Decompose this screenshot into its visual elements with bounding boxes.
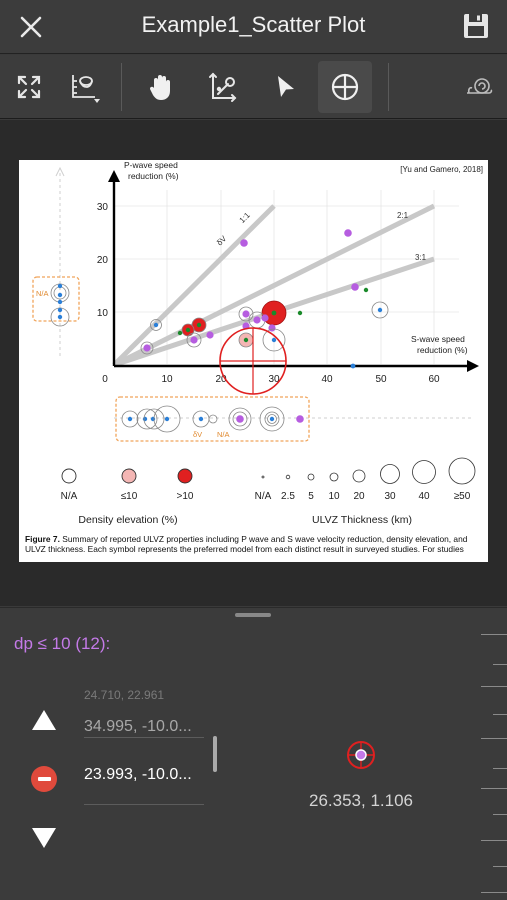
point-list-item[interactable]: 24.710, 22.961 [84, 688, 165, 702]
next-point-button[interactable] [30, 826, 58, 850]
ratio-label-3-1: 3:1 [415, 253, 427, 262]
save-button[interactable] [461, 11, 491, 41]
thickness-legend-label: 20 [353, 491, 365, 502]
thickness-legend: N/A 2.5 5 10 20 30 40 ≥50 ULVZ Thickness… [255, 457, 476, 526]
thickness-legend-label: 2.5 [281, 491, 295, 502]
x-tick-label: 20 [215, 374, 227, 385]
left-na-label: N/A [36, 289, 49, 298]
density-legend-title: Density elevation (%) [78, 514, 177, 526]
cursor-marker-preview [344, 738, 378, 772]
x-tick-label: 0 [102, 374, 108, 385]
thickness-legend-label: 30 [384, 491, 396, 502]
close-icon [20, 16, 42, 38]
zoom-ruler[interactable] [477, 630, 507, 900]
minus-icon [37, 777, 51, 781]
crosshair-icon [331, 73, 359, 101]
toolbar-separator [388, 63, 389, 111]
magnifier-toggle-button[interactable] [452, 61, 506, 113]
thickness-legend-label: N/A [255, 491, 272, 502]
pan-tool-button[interactable] [134, 61, 188, 113]
x-tick-label: 10 [161, 374, 173, 385]
y-axis-label-line1: P-wave speed [124, 160, 178, 170]
add-point-tool-button[interactable] [318, 61, 372, 113]
target-marker-icon [347, 741, 375, 769]
bottom-na-label-dv: δV [193, 430, 202, 439]
thickness-legend-title: ULVZ Thickness (km) [312, 514, 412, 526]
figure-image[interactable]: δV1:1 2:1 3:1 0 10 20 30 40 50 60 10 20 … [19, 160, 488, 562]
x-tick-label: 30 [268, 374, 280, 385]
x-tick-label: 50 [375, 374, 387, 385]
triangle-down-icon [32, 828, 56, 848]
triangle-up-icon [32, 710, 56, 730]
fit-screen-button[interactable] [2, 61, 56, 113]
figure-caption: Figure 7. Summary of reported ULVZ prope… [25, 534, 483, 555]
digitizer-panel: dp ≤ 10 (12): 24.710, 22.961 34.995, -10… [0, 607, 507, 900]
thickness-legend-label: 5 [308, 491, 314, 502]
x-tick-label: 40 [321, 374, 333, 385]
select-tool-button[interactable] [258, 61, 312, 113]
scatter-markers [140, 229, 389, 369]
bottom-na-markers [121, 405, 304, 433]
thickness-legend-label: 10 [328, 491, 340, 502]
ratio-label-2-1: 2:1 [397, 211, 409, 220]
expand-arrows-icon [17, 75, 41, 99]
toolbar [0, 55, 507, 119]
list-divider [84, 804, 204, 805]
density-legend-label: ≤10 [121, 491, 138, 502]
point-list-item-selected[interactable]: 23.993, -10.0... [84, 766, 192, 783]
image-canvas[interactable]: δV1:1 2:1 3:1 0 10 20 30 40 50 60 10 20 … [0, 120, 507, 606]
ratio-line-1-1 [112, 204, 276, 367]
bottom-na-box [115, 396, 310, 442]
x-tick-label: 60 [428, 374, 440, 385]
thickness-legend-label: 40 [418, 491, 430, 502]
save-icon [464, 14, 488, 38]
caption-bold: Figure 7. [25, 534, 60, 544]
density-legend: N/A ≤10 >10 Density elevation (%) [61, 468, 194, 526]
close-button[interactable] [14, 10, 48, 44]
left-na-markers [50, 283, 70, 327]
list-divider [84, 737, 204, 738]
x-axis-label-line1: S-wave speed [411, 334, 465, 344]
y-tick-label: 10 [97, 308, 109, 319]
scatter-figure: δV1:1 2:1 3:1 0 10 20 30 40 50 60 10 20 … [32, 160, 483, 526]
title-bar: Example1_Scatter Plot [0, 0, 507, 54]
point-list-item[interactable]: 34.995, -10.0... [84, 718, 192, 735]
page-title: Example1_Scatter Plot [141, 12, 366, 37]
axis-wrench-icon [209, 72, 237, 102]
series-label[interactable]: dp ≤ 10 (12): [14, 634, 111, 653]
bottom-na-label: N/A [217, 430, 230, 439]
snail-magnifier-icon [467, 78, 493, 94]
y-tick-label: 30 [97, 202, 109, 213]
axis-settings-icon [72, 75, 100, 103]
axis-settings-button[interactable] [57, 61, 111, 113]
point-list-scrollbar[interactable] [213, 736, 217, 772]
panel-drag-handle[interactable] [235, 613, 271, 617]
cursor-coordinate: 26.353, 1.106 [309, 791, 413, 810]
previous-point-button[interactable] [30, 708, 58, 732]
density-legend-label: >10 [177, 491, 194, 502]
y-tick-label: 20 [97, 255, 109, 266]
x-axis-label-line2: reduction (%) [417, 345, 468, 355]
delete-point-button[interactable] [31, 766, 57, 792]
left-na-box [32, 276, 80, 322]
ratio-line-2-1 [112, 203, 436, 368]
y-axis-label-line2: reduction (%) [128, 171, 179, 181]
pointer-arrow-icon [278, 76, 294, 97]
density-legend-label: N/A [61, 491, 78, 502]
citation: [Yu and Gamero, 2018] [400, 165, 483, 174]
calibrate-axes-button[interactable] [195, 61, 249, 113]
hand-icon [149, 75, 170, 100]
thickness-legend-label: ≥50 [454, 491, 471, 502]
toolbar-separator [121, 63, 122, 111]
caption-text: Summary of reported ULVZ properties incl… [25, 534, 468, 555]
digitizer-crosshair[interactable] [219, 327, 287, 395]
